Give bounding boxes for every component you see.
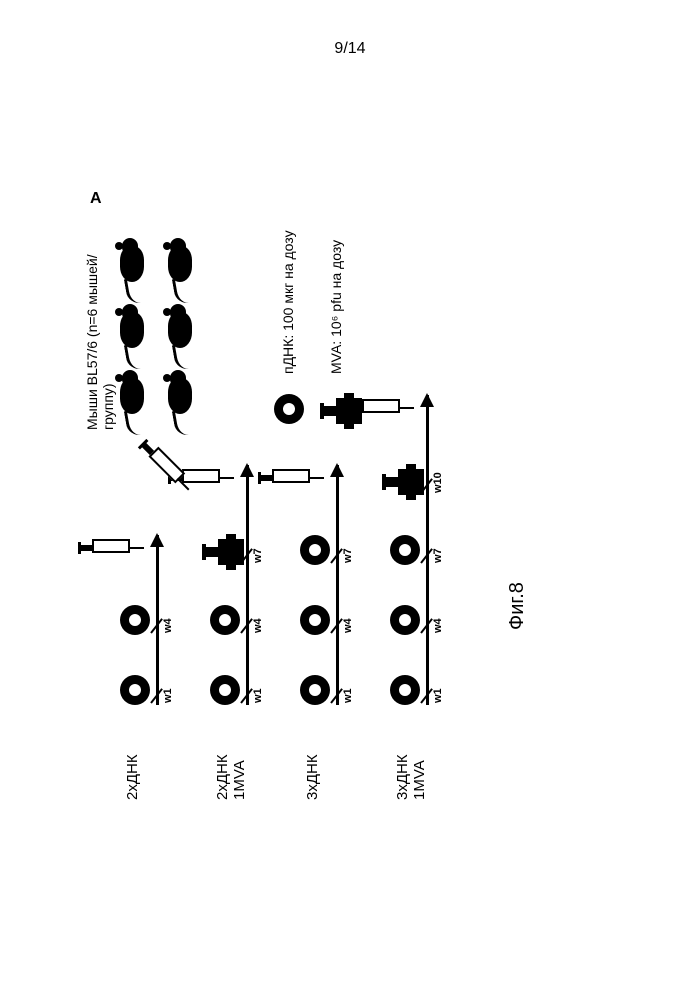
timeline: w1 w4 (106, 515, 186, 705)
row-label: 3xДНК 1MVA (394, 715, 429, 800)
dna-donut-icon (390, 535, 420, 565)
legend-label: пДНК: 100 мкг на дозу (280, 230, 296, 374)
week-label: w4 (162, 618, 174, 633)
timeline: w1 w4 w7 (196, 445, 276, 705)
figure-caption: Фиг.8 (506, 582, 529, 630)
mouse-icon (112, 372, 146, 420)
week-label: w7 (432, 548, 444, 563)
mouse-icon (160, 372, 194, 420)
dna-donut-icon (274, 394, 304, 424)
week-label: w1 (252, 688, 264, 703)
week-label: w4 (252, 618, 264, 633)
week-label: w1 (342, 688, 354, 703)
mouse-icon (112, 306, 146, 354)
row-label: 2xДНК (124, 715, 141, 800)
timeline-axis (336, 465, 339, 705)
page-number: 9/14 (0, 40, 700, 58)
dna-donut-icon (210, 675, 240, 705)
dna-donut-icon (300, 605, 330, 635)
dna-donut-icon (300, 535, 330, 565)
week-label: w10 (432, 472, 444, 493)
dna-donut-icon (210, 605, 240, 635)
dna-donut-icon (120, 605, 150, 635)
week-label: w1 (162, 688, 174, 703)
dna-donut-icon (390, 605, 420, 635)
legend: Мыши BL57/6 (n=6 мышей/группу)пДНК: 100 … (84, 230, 464, 430)
week-label: w7 (252, 548, 264, 563)
dna-donut-icon (390, 675, 420, 705)
syringe-icon (147, 448, 157, 458)
dna-donut-icon (300, 675, 330, 705)
panel-label: A (90, 190, 102, 208)
mva-virus-icon (322, 392, 366, 426)
week-label: w7 (342, 548, 354, 563)
mouse-icon (112, 240, 146, 288)
mice-group (112, 230, 252, 430)
mouse-icon (160, 240, 194, 288)
mouse-icon (160, 306, 194, 354)
legend-item-dna: пДНК: 100 мкг на дозу (270, 170, 314, 430)
timeline-axis (246, 465, 249, 705)
week-label: w4 (342, 618, 354, 633)
figure-diagram: 2xДНКw1w42xДНК 1MVAw1w4w73xДНКw1w4w73xДН… (106, 220, 586, 800)
row-label: 3xДНК (304, 715, 321, 800)
row-label: 2xДНК 1MVA (214, 715, 249, 800)
legend-label: MVA: 10⁶ pfu на дозу (328, 240, 344, 374)
legend-item-mva: MVA: 10⁶ pfu на дозу (318, 170, 362, 430)
week-label: w1 (432, 688, 444, 703)
week-label: w4 (432, 618, 444, 633)
dna-donut-icon (120, 675, 150, 705)
timeline: w1 w4 w7 (286, 445, 366, 705)
